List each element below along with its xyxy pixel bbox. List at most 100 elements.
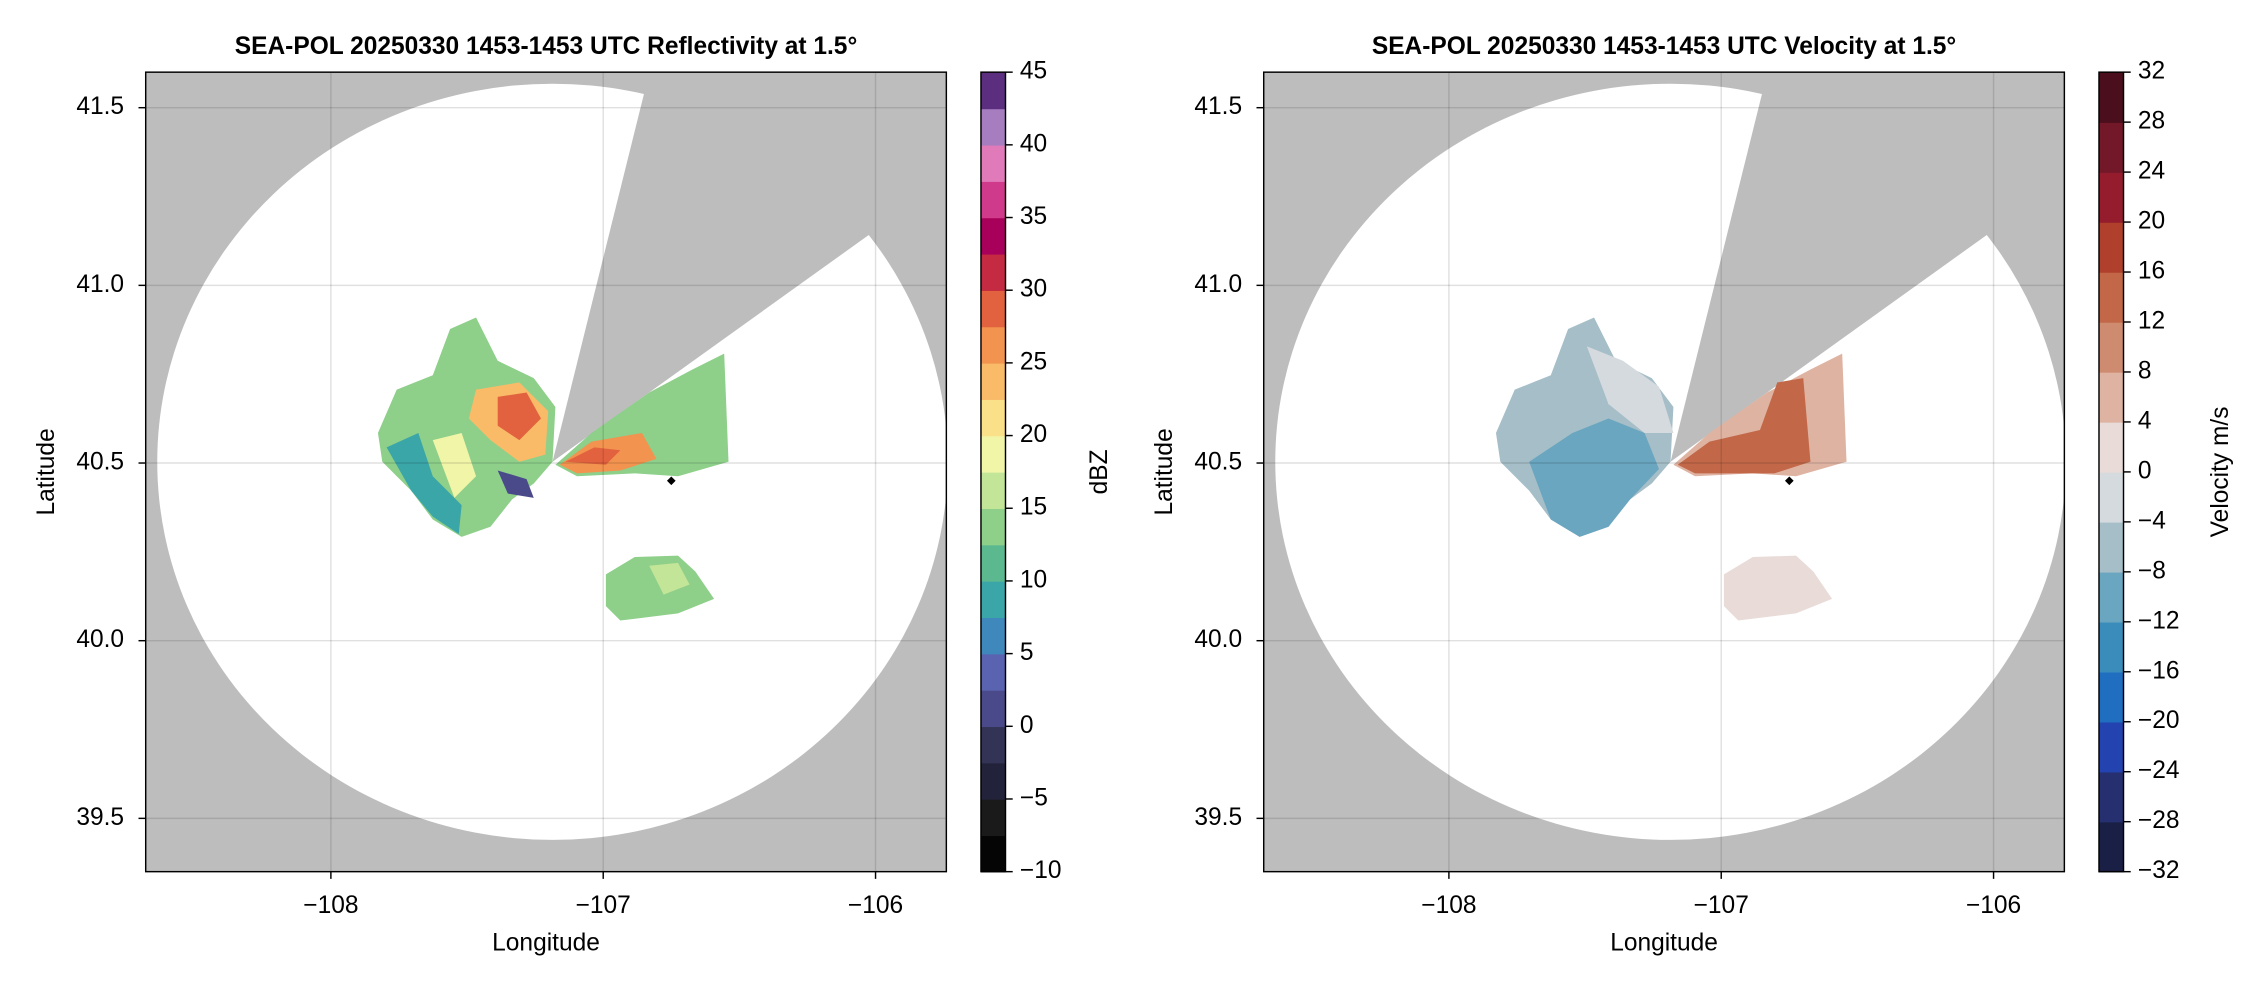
colorbar-band (2098, 172, 2124, 223)
colorbar-tick-label: −12 (2138, 607, 2180, 634)
colorbar-band (2098, 821, 2124, 873)
overlay: −108 −107 −106 39.5 40.0 40.5 41.0 41.5 SEA-POL … (1151, 33, 2234, 956)
y-axis-label: Latitude (1151, 428, 1178, 515)
colorbar-band (2098, 222, 2124, 273)
colorbar-band (980, 689, 1006, 728)
blocked-sector (552, 72, 947, 462)
colorbar-band (2098, 521, 2124, 573)
y-tick-label: 40.0 (1194, 626, 1242, 653)
colorbar-band (980, 362, 1006, 400)
colorbar-tick-label: 20 (2138, 208, 2165, 235)
y-tick-label: 40.5 (1194, 449, 1242, 476)
colorbar-tick-label: 32 (2138, 58, 2165, 85)
colorbar-tick-label: −24 (2138, 757, 2180, 784)
echo (497, 392, 541, 441)
x-tick-label: −107 (1694, 892, 1749, 919)
colorbar-band (2098, 571, 2124, 623)
x-tick-label: −106 (1966, 892, 2021, 919)
colorbar-tick-label: −16 (2138, 657, 2180, 684)
blocked-sector (1670, 72, 2065, 462)
y-tick-label: 41.0 (76, 271, 124, 298)
colorbar-tick-label: −20 (2138, 707, 2180, 734)
x-tick-label: −107 (576, 892, 631, 919)
x-tick-label: −108 (303, 892, 358, 919)
colorbar-band (980, 144, 1006, 182)
echo-field (1495, 317, 1847, 621)
echo (1529, 418, 1659, 537)
colorbar-band (980, 762, 1006, 800)
colorbar-band (980, 399, 1006, 437)
colorbar-tick-label: 15 (1020, 494, 1047, 521)
colorbar-tick-label: −4 (2138, 507, 2166, 534)
colorbar-band (980, 798, 1006, 837)
colorbar-band (980, 653, 1006, 691)
echo (649, 562, 690, 595)
colorbar-band (980, 108, 1006, 146)
colorbar-tick-label: −10 (1020, 857, 1062, 884)
colorbar-band (980, 617, 1006, 655)
colorbar-band (2098, 621, 2124, 673)
echo (565, 447, 621, 465)
colorbar-tick-label: 16 (2138, 258, 2165, 285)
colorbar-tick-label: 35 (1020, 203, 1047, 230)
colorbar-band (2098, 72, 2124, 123)
colorbar-tick-label: 40 (1020, 130, 1047, 157)
colorbar-tick-label: 30 (1020, 276, 1047, 303)
y-tick-label: 41.5 (1194, 93, 1242, 120)
colorbar-tick-label: −5 (1020, 784, 1048, 811)
colorbar-tick-label: 0 (1020, 712, 1034, 739)
site-marker (666, 476, 676, 486)
echo (1677, 378, 1811, 474)
plot-frame (144, 71, 948, 873)
colorbar-band (2098, 272, 2124, 323)
colorbar-label: Velocity m/s (2207, 406, 2234, 537)
colorbar-tick-label: 24 (2138, 158, 2165, 185)
y-tick-label: 40.0 (76, 626, 124, 653)
colorbar-tick-label: −32 (2138, 857, 2180, 884)
colorbar-band (980, 544, 1006, 582)
colorbar-tick-label: 20 (1020, 421, 1047, 448)
colorbar-band (2098, 721, 2124, 773)
colorbar-frame (980, 71, 1007, 873)
colorbar-tick-label: 10 (1020, 566, 1047, 593)
echo (497, 470, 534, 498)
site-marker (1784, 476, 1794, 486)
colorbar-tick-label: 5 (1020, 639, 1034, 666)
overlay: −108 −107 −106 39.5 40.0 40.5 41.0 41.5 SEA-POL … (33, 33, 1113, 956)
colorbar-band (2098, 122, 2124, 173)
colorbar-band (980, 326, 1006, 364)
colorbar-band (2098, 471, 2124, 523)
colorbar-tick-label: 25 (1020, 348, 1047, 375)
colorbar-tick-label: 45 (1020, 58, 1047, 85)
colorbar-band (2098, 371, 2124, 423)
plot-frame (1262, 71, 2066, 873)
colorbar-band (980, 72, 1006, 110)
colorbar-band (980, 471, 1006, 509)
y-tick-label: 41.5 (76, 93, 124, 120)
colorbar-band (980, 726, 1006, 764)
colorbar-tick-label: 12 (2138, 307, 2165, 334)
y-tick-label: 39.5 (1194, 804, 1242, 831)
colorbar-tick-label: −8 (2138, 557, 2166, 584)
x-tick-label: −108 (1421, 892, 1476, 919)
colorbar-band (2098, 322, 2124, 373)
colorbar-tick-label: 4 (2138, 407, 2152, 434)
echo (605, 555, 715, 621)
colorbar-band (980, 580, 1006, 618)
colorbar-band (980, 290, 1006, 328)
colorbar-band (980, 217, 1006, 255)
y-tick-label: 39.5 (76, 804, 124, 831)
colorbar-label: dBZ (1086, 449, 1113, 494)
colorbar-band (980, 835, 1006, 873)
chart-title: SEA-POL 20250330 1453-1453 UTC Reflectiv… (235, 33, 857, 60)
colorbar-band (2098, 771, 2124, 823)
y-tick-label: 40.5 (76, 449, 124, 476)
y-tick-label: 41.0 (1194, 271, 1242, 298)
x-axis-label: Longitude (1610, 929, 1718, 956)
y-axis-label: Latitude (33, 428, 60, 515)
chart-title: SEA-POL 20250330 1453-1453 UTC Velocity … (1372, 33, 1956, 60)
x-axis-label: Longitude (492, 929, 600, 956)
colorbar-band (2098, 421, 2124, 473)
x-tick-label: −106 (848, 892, 903, 919)
